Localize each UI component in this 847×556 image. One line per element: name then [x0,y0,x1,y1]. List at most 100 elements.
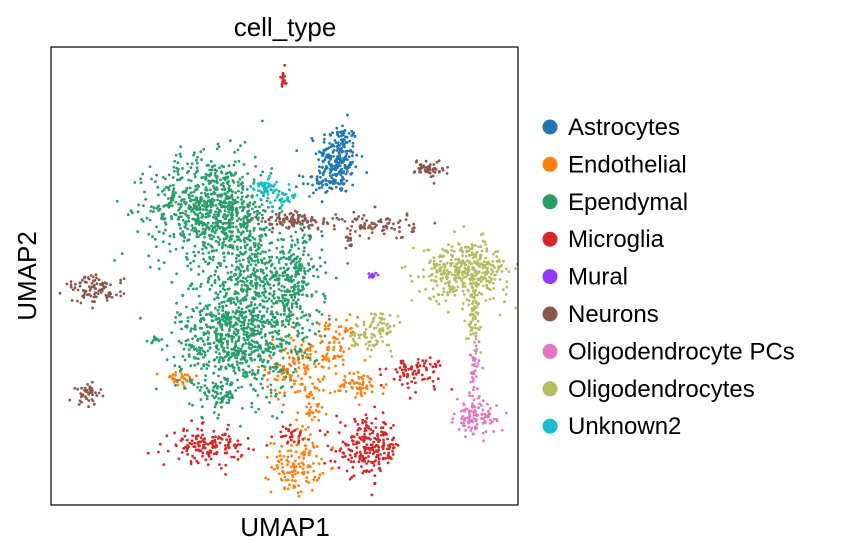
data-point [459,409,463,413]
data-point [303,233,306,237]
data-point [192,217,196,221]
data-point [301,293,304,296]
data-point [253,358,256,362]
data-point [453,273,457,277]
data-point [282,266,286,270]
data-point [314,350,318,353]
data-point [215,450,219,454]
data-point [200,346,203,350]
data-point [226,190,230,194]
data-point [173,321,177,324]
data-point [241,230,245,234]
data-point [451,262,454,265]
data-point [248,201,252,205]
data-point [473,277,476,281]
data-point [236,457,240,461]
data-point [199,337,203,340]
data-point [462,276,465,280]
data-point [323,294,327,298]
data-point [324,191,327,194]
data-point [342,178,345,181]
data-point [367,236,371,240]
data-point [284,257,288,260]
data-point [189,460,193,463]
data-point [315,181,319,185]
data-point [474,310,478,314]
data-point [193,175,197,179]
data-point [461,254,464,258]
data-point [301,220,304,223]
data-point [202,331,206,335]
data-point [253,303,257,306]
data-point [289,235,293,238]
data-point [189,462,193,466]
data-point [236,331,240,335]
data-point [381,456,385,460]
data-point [258,346,262,350]
data-point [475,365,479,368]
data-point [295,221,299,225]
data-point [234,302,238,306]
data-point [221,215,225,219]
data-point [311,183,314,187]
data-point [273,266,277,270]
data-point [286,370,289,374]
data-point [292,484,296,488]
data-point [293,428,297,432]
data-point [192,345,196,349]
data-point [208,346,212,350]
data-point [365,462,368,465]
data-point [235,245,239,249]
data-point [292,379,296,383]
data-point [323,297,327,300]
data-point [396,314,400,318]
data-point [286,449,290,453]
data-point [469,380,473,384]
data-point [332,341,336,345]
data-point [326,222,330,226]
data-point [332,345,336,349]
data-point [322,220,325,224]
data-point [161,213,165,217]
data-point [239,424,242,428]
data-point [382,451,386,455]
data-point [242,350,246,354]
data-point [274,388,277,392]
data-point [221,398,224,402]
data-point [250,322,253,325]
data-point [470,309,474,312]
data-point [153,237,157,241]
data-point [476,259,480,262]
data-point [223,209,227,213]
data-point [177,208,180,212]
data-point [210,319,214,322]
data-point [248,370,252,374]
data-point [277,370,280,374]
data-point [311,265,315,269]
data-point [223,377,227,381]
data-point [209,188,212,192]
data-point [383,317,386,321]
data-point [99,388,103,391]
data-point [432,295,436,299]
data-point [283,293,287,297]
data-point [477,245,480,249]
data-point [273,188,277,192]
data-point [353,453,357,456]
data-point [362,323,366,327]
data-point [129,209,133,213]
data-point [281,466,285,469]
data-point [471,300,475,303]
data-point [367,226,370,230]
data-point [269,383,273,387]
data-point [489,272,493,276]
data-point [225,237,228,240]
data-point [344,390,348,393]
data-point [360,217,364,221]
data-point [74,282,77,286]
data-point [446,276,449,279]
data-point [144,197,148,201]
data-point [473,254,476,257]
data-point [341,358,345,362]
data-point [170,215,173,218]
